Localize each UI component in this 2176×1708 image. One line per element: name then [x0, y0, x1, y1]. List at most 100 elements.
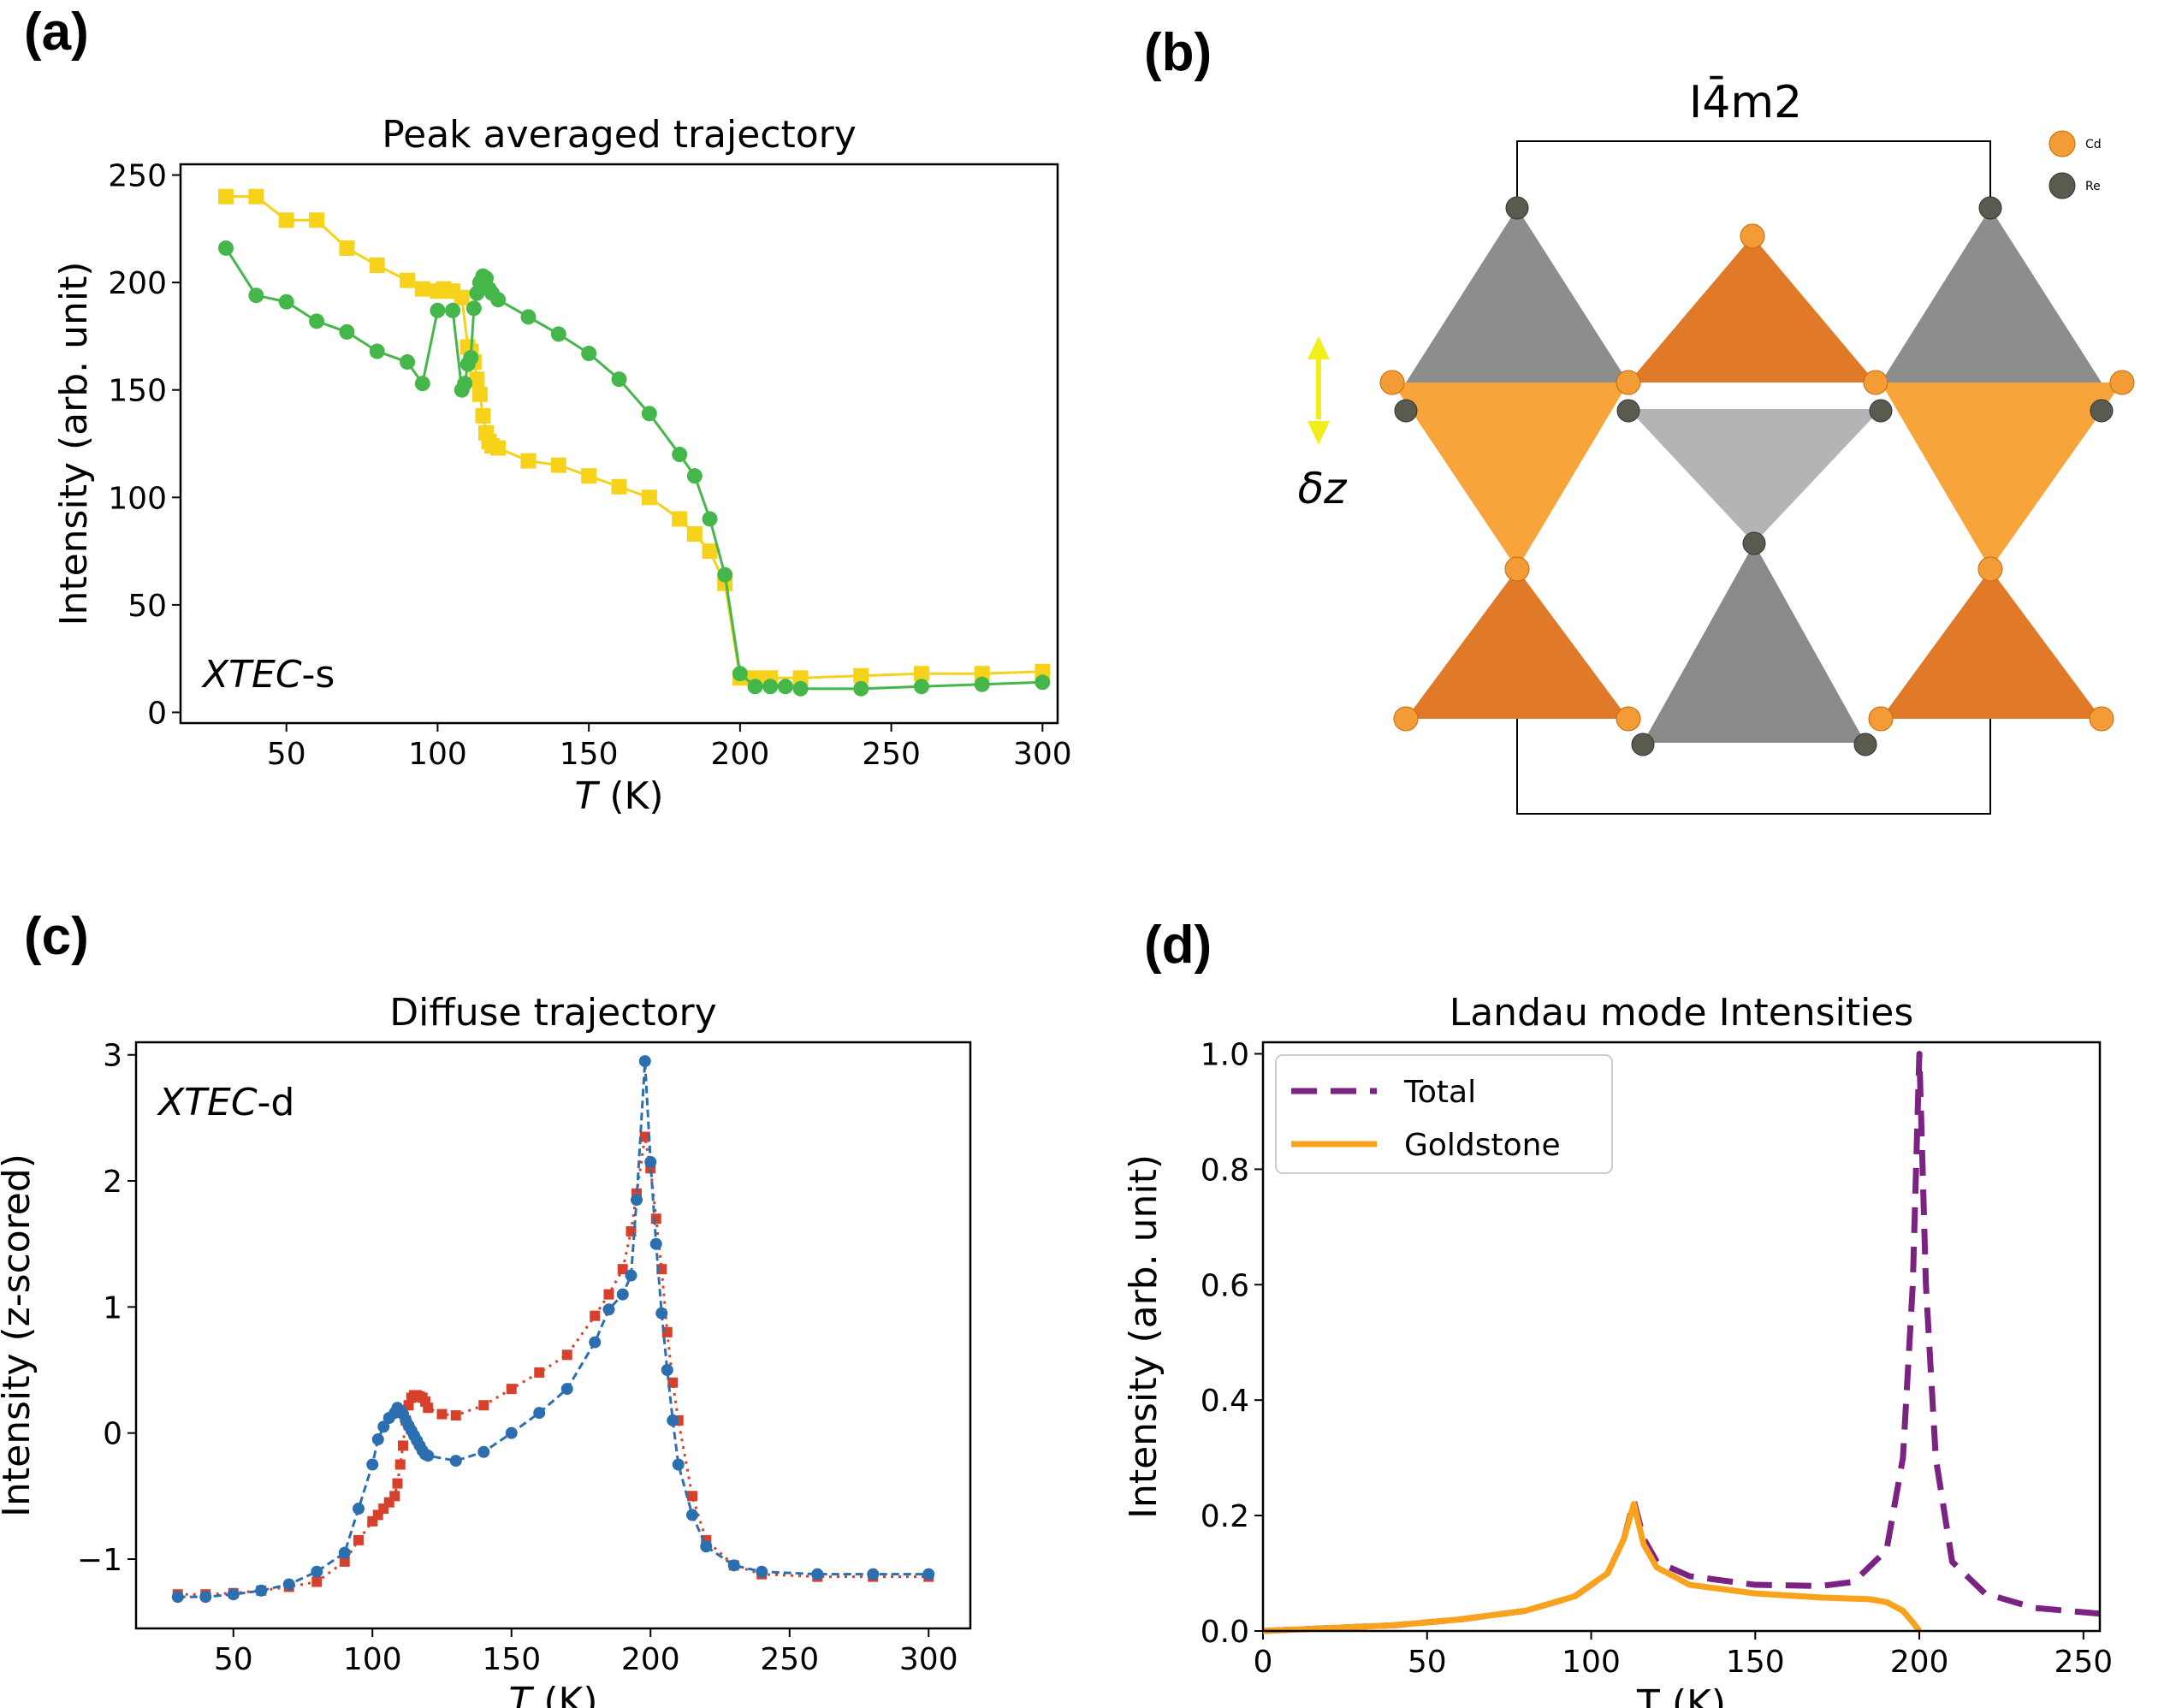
data-point-green	[686, 468, 703, 484]
panel-label-d: (d)	[1144, 916, 1212, 975]
chart-title: Peak averaged trajectory	[382, 113, 857, 157]
cd-atom	[2109, 370, 2135, 395]
data-point-yellow	[913, 666, 929, 682]
chart-diffuse-trajectory: Diffuse trajectory 50 100 150 200 250 300 −1 0 1 2…	[0, 991, 972, 1708]
data-point-blue	[282, 1578, 295, 1591]
x-tick-label: 50	[267, 737, 306, 772]
y-tick-label: 250	[108, 159, 167, 194]
x-tick-label: 300	[899, 1642, 958, 1677]
y-tick-label: 0	[103, 1417, 122, 1452]
crystal-structure-diagram: I4̄m2	[1298, 76, 2135, 815]
data-point-red	[639, 1131, 650, 1142]
data-point-blue	[867, 1568, 880, 1580]
data-point-red	[423, 1403, 434, 1414]
data-point-yellow	[278, 212, 294, 228]
data-point-blue	[811, 1568, 824, 1580]
x-axis-label-unit: (K)	[597, 774, 663, 818]
x-tick-label: 250	[862, 737, 921, 772]
y-tick-label: 0.8	[1201, 1153, 1249, 1188]
x-axis-label-var: T	[508, 1680, 534, 1708]
x-axis-label: T (K)	[1636, 1682, 1726, 1708]
data-point-red	[389, 1491, 400, 1502]
re-atom	[1742, 531, 1766, 555]
x-tick-label: 150	[1726, 1645, 1785, 1680]
data-point-yellow	[414, 281, 430, 297]
re-atom	[1631, 732, 1655, 756]
x-tick-label: 200	[711, 737, 770, 772]
x-tick-label: 300	[1013, 737, 1072, 772]
data-point-yellow	[475, 407, 491, 424]
data-point-blue	[661, 1364, 673, 1377]
method-annotation: XTEC-s	[201, 653, 335, 697]
chart-title: Landau mode Intensities	[1450, 991, 1914, 1035]
data-point-green	[1035, 674, 1051, 691]
y-tick-label: 100	[108, 481, 167, 516]
cd-atom	[1616, 370, 1641, 395]
chart-peak-averaged-trajectory: Peak averaged trajectory 50 100 150 200 250 30…	[52, 113, 1072, 818]
data-point-blue	[644, 1155, 657, 1168]
data-point-green	[465, 300, 482, 317]
cd-atom	[1504, 556, 1530, 582]
cd-atom	[2089, 706, 2114, 732]
y-tick-label: 1	[103, 1290, 122, 1325]
series-line-yellow	[226, 195, 1043, 679]
x-tick-label: 150	[482, 1642, 541, 1677]
y-tick-label: 2	[103, 1165, 122, 1200]
data-point-blue	[589, 1336, 602, 1349]
data-point-blue	[631, 1194, 643, 1207]
data-point-red	[506, 1384, 517, 1395]
cd-atom	[1393, 706, 1419, 732]
delta-z-label: δz	[1298, 464, 1349, 513]
legend-cd-label: Cd	[2085, 138, 2102, 151]
data-point-red	[398, 1440, 408, 1451]
x-tick-label: 100	[408, 737, 467, 772]
data-point-yellow	[641, 489, 657, 506]
plot-frame	[1261, 1041, 2102, 1633]
data-point-green	[717, 566, 733, 583]
data-point-green	[400, 354, 416, 371]
method-annotation: XTEC-d	[157, 1081, 294, 1124]
chart-landau-mode-intensities: Landau mode Intensities 0 50 100 150 200 250 0.…	[1122, 991, 2113, 1708]
data-point-green	[309, 313, 325, 329]
data-point-yellow	[339, 240, 355, 256]
data-point-blue	[667, 1414, 679, 1426]
x-axis-label-unit: (K)	[531, 1680, 597, 1708]
cd-atom	[1863, 370, 1888, 395]
cd-atom	[1616, 706, 1641, 732]
cd-atom	[1740, 223, 1765, 249]
legend-label-total: Total	[1403, 1075, 1476, 1110]
y-tick-label: 200	[108, 266, 167, 301]
x-axis-label: T (K)	[508, 1680, 597, 1708]
y-tick-label: 150	[108, 374, 167, 409]
data-point-red	[394, 1459, 406, 1470]
cd-atom	[1379, 370, 1405, 395]
cd-tetrahedron	[1392, 383, 1628, 569]
y-tick-label: 0.4	[1201, 1384, 1249, 1419]
legend-label-goldstone: Goldstone	[1404, 1128, 1561, 1163]
method-annotation-suffix: -s	[302, 653, 335, 697]
data-point-blue	[371, 1433, 384, 1446]
y-axis-label: Intensity (z-scored)	[0, 1153, 39, 1517]
data-point-blue	[638, 1055, 651, 1068]
x-tick-label: 250	[760, 1642, 819, 1677]
data-point-yellow	[454, 289, 470, 305]
y-axis-label: Intensity (arb. unit)	[1122, 1154, 1165, 1519]
data-point-blue	[655, 1307, 668, 1320]
cd-atom	[1868, 706, 1894, 732]
data-point-blue	[700, 1540, 713, 1553]
data-point-green	[762, 679, 779, 695]
data-point-yellow	[1035, 663, 1051, 679]
y-tick-label: 0.0	[1201, 1615, 1249, 1650]
data-point-green	[611, 371, 627, 388]
data-point-blue	[560, 1383, 573, 1396]
re-atom	[2090, 399, 2114, 423]
data-point-green	[550, 326, 566, 342]
data-point-green	[702, 511, 718, 527]
data-point-blue	[672, 1458, 685, 1471]
data-point-red	[687, 1491, 697, 1502]
legend-cd-marker	[2049, 130, 2076, 157]
re-tetrahedron	[1628, 409, 1881, 543]
data-point-red	[392, 1478, 403, 1489]
x-tick-label: 200	[621, 1642, 680, 1677]
